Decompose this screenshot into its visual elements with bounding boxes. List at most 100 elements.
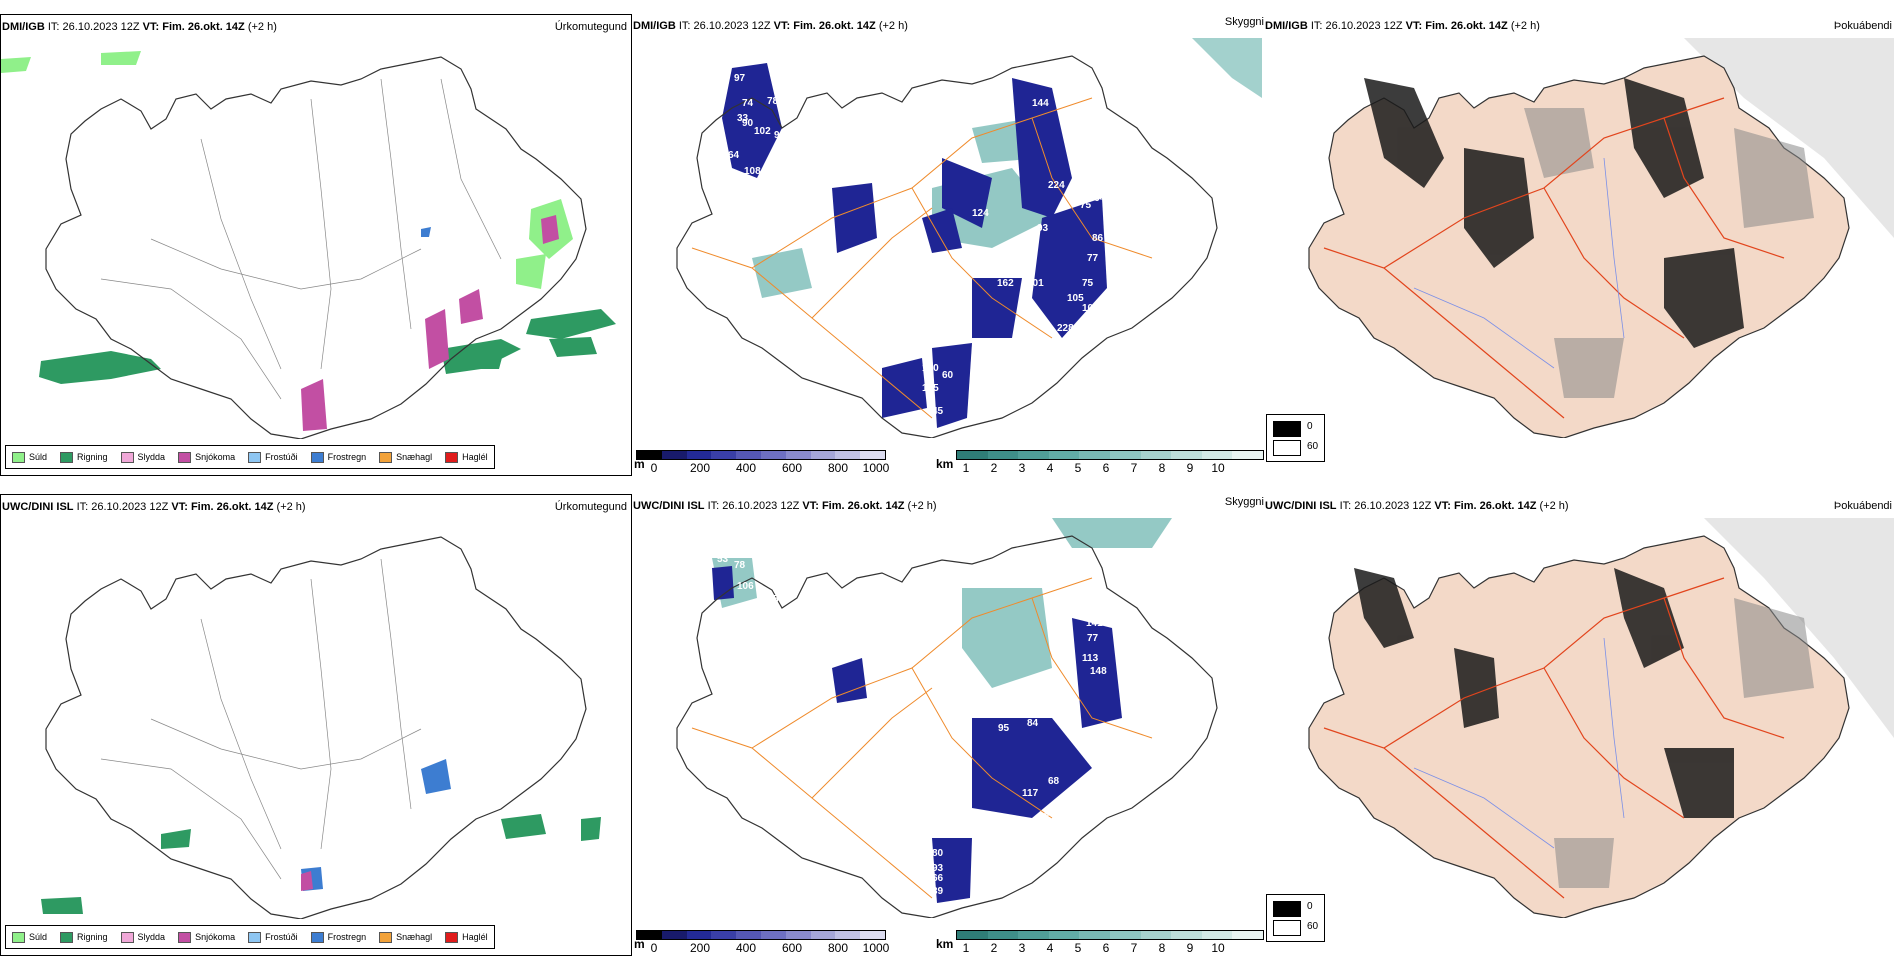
swatch	[310, 451, 324, 463]
cloud-base-label: 75	[1082, 278, 1094, 289]
cloud-base-label: 64	[728, 150, 740, 161]
swatch	[310, 931, 324, 943]
panel-title: DMI/IGB IT: 26.10.2023 12Z VT: Fim. 26.o…	[633, 20, 908, 32]
swatch	[248, 931, 262, 943]
cloud-base-label: 144	[1032, 98, 1049, 109]
swatch	[120, 931, 134, 943]
panel-variable-label: Þokuábendi	[1833, 20, 1892, 32]
legend-item: Haglél	[445, 931, 488, 943]
cloud-base-label: 90	[782, 228, 794, 239]
legend-item: Frostregn	[310, 931, 366, 943]
cloud-base-label: 90	[774, 130, 786, 141]
iceland-map	[1, 51, 616, 439]
swatch	[1273, 440, 1301, 456]
cloud-base-label: 66	[932, 873, 944, 884]
cloud-base-label: 93	[1037, 223, 1049, 234]
cloud-base-label: 93	[932, 863, 944, 874]
cloud-base-label: 70	[1172, 628, 1184, 639]
cloud-base-label: 80	[932, 848, 944, 859]
cloud-visibility-panel-top: DMI/IGB IT: 26.10.2023 12Z VT: Fim. 26.o…	[632, 14, 1264, 476]
cloud-base-label: 39	[932, 886, 944, 897]
legend-item: Slydda	[120, 931, 165, 943]
cloud-base-colorbar: 0 200 400 600 800 1000	[636, 930, 889, 955]
cloud-base-label: 74	[742, 98, 754, 109]
cloud-base-label: 77	[1087, 253, 1099, 264]
cloud-base-label: 86	[1092, 578, 1104, 589]
cloud-base-label: 141	[1086, 618, 1103, 629]
cloud-base-label: 109	[1082, 303, 1099, 314]
cloud-base-label: 59	[1082, 133, 1094, 144]
cloud-base-label: 93	[782, 612, 794, 623]
swatch	[60, 451, 74, 463]
legend-item: Súld	[12, 451, 47, 463]
cloud-base-colorbar: 0 200 400 600 800 1000	[636, 450, 889, 475]
swatch	[379, 451, 393, 463]
cloud-base-label: 224	[1048, 180, 1065, 191]
cloud-base-label: 135	[1022, 683, 1039, 694]
cloud-base-unit: m	[634, 457, 645, 471]
panel-variable-label: Úrkomutegund	[554, 21, 627, 33]
cloud-base-label: 84	[740, 184, 752, 195]
visibility-colorbar: 1 2 3 4 5 6 7 8 9 10	[956, 930, 1264, 955]
cloud-labels-bottom: 53 78 106 105 134 93 141 77 113 148 70 84 95 135 69 85 6…	[632, 518, 1264, 918]
iceland-map	[41, 536, 601, 919]
panel-variable-label: Þokuábendi	[1833, 500, 1892, 512]
cloud-base-label: 89	[1007, 243, 1019, 254]
legend-item: Frostregn	[310, 451, 366, 463]
cloud-base-label: 69	[1102, 768, 1114, 779]
visibility-colorbar: 1 2 3 4 5 6 7 8 9 10	[956, 450, 1264, 475]
cloud-base-label: 42	[1044, 808, 1056, 819]
iceland-map	[676, 518, 1218, 918]
cloud-base-label: 60	[942, 370, 954, 381]
cloud-base-label: 78	[734, 560, 746, 571]
swatch	[178, 451, 192, 463]
cloud-base-label: 162	[997, 278, 1014, 289]
cloud-base-label: 148	[1090, 666, 1107, 677]
cloud-labels-top: 47 97 74 78 33 90 102 90 64 108 84 129 98 90 87 8 144 59 6…	[632, 38, 1264, 438]
legend-item: Snæhagl	[379, 931, 432, 943]
cloud-base-label: 106	[737, 581, 754, 592]
panel-variable-label: Skyggni	[1224, 496, 1264, 508]
cloud-base-label: 26	[886, 273, 898, 284]
cloud-base-label: 68	[1048, 776, 1060, 787]
cloud-base-label: 228	[1057, 323, 1074, 334]
cloud-base-label: 105	[1067, 293, 1084, 304]
panel-variable-label: Úrkomutegund	[554, 501, 627, 513]
cloud-base-label: 8	[887, 118, 893, 129]
cloud-base-label: 105	[922, 383, 939, 394]
cloud-base-label: 53	[717, 554, 729, 565]
fog-indicator-panel-bottom: UWC/DINI ISL IT: 26.10.2023 12Z VT: Fim.…	[1264, 494, 1900, 956]
cloud-base-unit: m	[634, 937, 645, 951]
cloud-visibility-panel-bottom: UWC/DINI ISL IT: 26.10.2023 12Z VT: Fim.…	[632, 494, 1264, 956]
swatch	[248, 451, 262, 463]
legend-item: Rigning	[60, 931, 108, 943]
cloud-base-label: 66	[1074, 153, 1086, 164]
cloud-base-label: 101	[1027, 278, 1044, 289]
cloud-base-label: 88	[1062, 343, 1074, 354]
legend-item: Snjókoma	[178, 451, 235, 463]
visibility-unit: km	[936, 457, 954, 471]
fog-legend-top: 0 60	[1266, 414, 1325, 462]
legend-item: Haglél	[445, 451, 488, 463]
cloud-base-label: 77	[1087, 633, 1099, 644]
iceland-map	[1264, 38, 1894, 438]
cloud-base-label: 75	[1080, 200, 1092, 211]
cloud-base-label: 169	[1108, 196, 1125, 207]
cloud-base-label: 86	[1092, 233, 1104, 244]
cloud-base-label: 67	[1082, 806, 1094, 817]
iceland-map	[676, 38, 1262, 438]
cloud-base-label: 95	[998, 723, 1010, 734]
swatch	[12, 451, 25, 463]
cloud-base-label: 66	[1108, 180, 1120, 191]
swatch	[178, 931, 192, 943]
cloud-base-label: 85	[1114, 785, 1126, 796]
swatch	[445, 931, 459, 943]
cloud-base-label: 33	[737, 113, 749, 124]
panel-title: DMI/IGB IT: 26.10.2023 12Z VT: Fim. 26.o…	[2, 21, 277, 33]
cloud-base-label: 129	[762, 208, 779, 219]
cloud-base-label: 117	[1022, 788, 1039, 799]
cloud-base-label: 97	[734, 73, 746, 84]
swatch	[1273, 901, 1301, 917]
panel-title: UWC/DINI ISL IT: 26.10.2023 12Z VT: Fim.…	[633, 500, 937, 512]
swatch	[12, 931, 25, 943]
